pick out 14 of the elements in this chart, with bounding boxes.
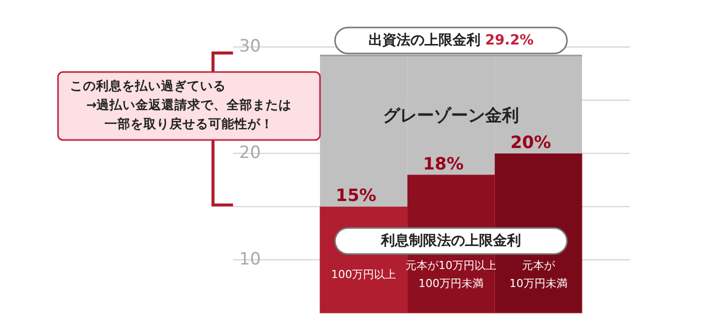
y-tick-label: 30: [239, 36, 261, 57]
text: →過払い金返還請求で、全部または一部を取り戻せる可能性が！: [86, 97, 292, 131]
data-label: 18%: [422, 154, 464, 174]
annotation: 利息制限法の上限金利: [380, 232, 521, 249]
data-label: 15%: [336, 186, 376, 206]
x-tick-label: 100万円以上: [331, 268, 396, 281]
x-tick-label: 元本が10万円以上 100万円未満: [406, 259, 496, 290]
text: この利息を払い過ぎている: [70, 78, 226, 93]
y-tick-label: 20: [239, 143, 261, 164]
x-tick-label: 元本が 10万円未満: [509, 259, 568, 290]
series-label: グレーゾーン金利: [383, 106, 519, 126]
ref-line-label: 出資法の上限金利 29.2%: [368, 32, 534, 48]
y-tick-label: 10: [239, 249, 261, 270]
data-label: 20%: [510, 133, 552, 154]
